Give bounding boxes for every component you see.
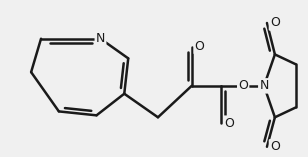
Text: O: O	[238, 79, 248, 92]
Text: O: O	[224, 117, 234, 130]
Text: O: O	[270, 16, 280, 30]
Text: N: N	[259, 79, 269, 92]
Text: O: O	[270, 140, 280, 153]
Text: O: O	[195, 40, 205, 53]
Text: N: N	[96, 32, 105, 45]
